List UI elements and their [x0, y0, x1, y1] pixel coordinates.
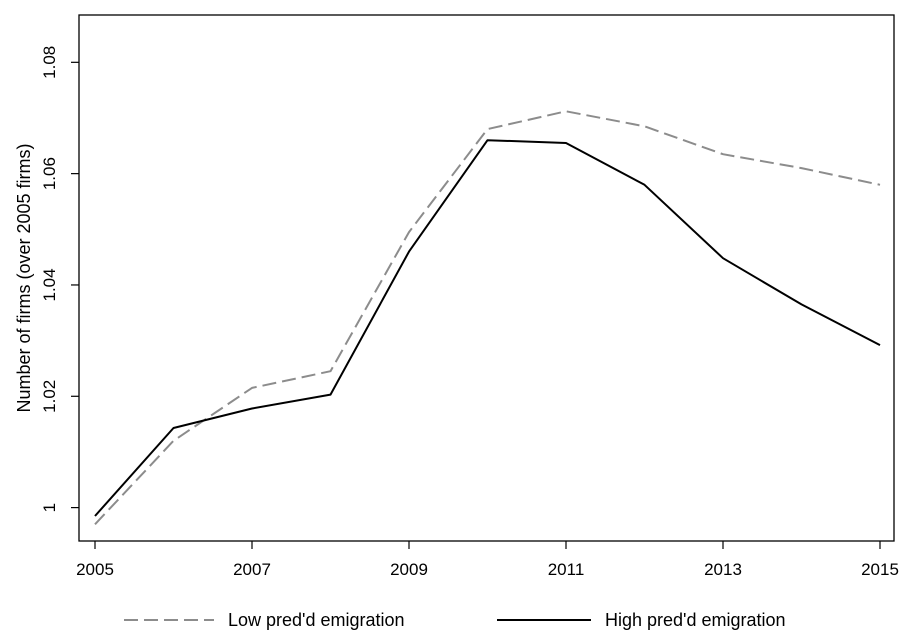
y-axis-label: Number of firms (over 2005 firms)	[14, 143, 34, 412]
legend-label: Low pred'd emigration	[228, 610, 405, 630]
x-tick-label: 2005	[76, 560, 114, 579]
y-tick-label: 1.08	[40, 46, 59, 79]
x-tick-label: 2015	[861, 560, 899, 579]
x-tick-label: 2011	[548, 560, 585, 579]
y-tick-label: 1.06	[40, 157, 59, 190]
y-tick-label: 1.04	[40, 268, 59, 301]
y-tick-label: 1.02	[40, 380, 59, 413]
x-tick-label: 2009	[390, 560, 428, 579]
legend-label: High pred'd emigration	[605, 610, 786, 630]
x-tick-label: 2013	[704, 560, 742, 579]
plot-frame	[78, 14, 895, 542]
y-tick-label: 1	[40, 503, 59, 512]
legend: Low pred'd emigration High pred'd emigrat…	[124, 610, 786, 630]
x-axis: 2005 2007 2009 2011 2013 2015	[76, 541, 899, 579]
series-line-high	[94, 139, 881, 517]
y-axis: 1 1.02 1.04 1.06 1.08	[40, 46, 79, 512]
x-tick-label: 2007	[233, 560, 271, 579]
series-lines	[94, 110, 881, 525]
series-line-low	[94, 110, 881, 525]
